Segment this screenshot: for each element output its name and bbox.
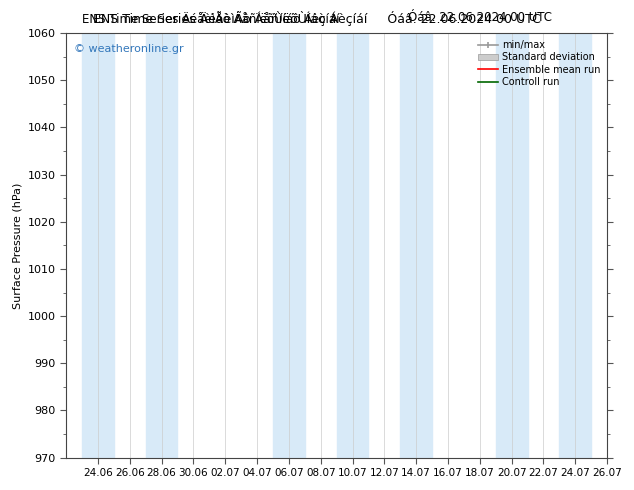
Bar [273,33,305,458]
Text: © weatheronline.gr: © weatheronline.gr [74,44,184,54]
Bar [559,33,592,458]
Text: Óáâ. 22.06.2024 00 UTC: Óáâ. 22.06.2024 00 UTC [408,11,552,24]
Text: ENS Time Series ÄéåèìÃò ÁåñïëõÙíáò Áèçíáí: ENS Time Series ÄéåèìÃò ÁåñïëõÙíáò Áèçíá… [82,11,340,26]
Bar [146,33,178,458]
Y-axis label: Surface Pressure (hPa): Surface Pressure (hPa) [12,182,22,309]
Bar [82,33,114,458]
Bar [337,33,368,458]
Text: ENS Time Series ÄéåèìÃò ÁåñïëõÙíáò Áèçíáí     Óáâ. 22.06.2024 00 UTC: ENS Time Series ÄéåèìÃò ÁåñïëõÙíáò Áèçíá… [93,11,541,26]
Bar [496,33,527,458]
Bar [400,33,432,458]
Legend: min/max, Standard deviation, Ensemble mean run, Controll run: min/max, Standard deviation, Ensemble me… [477,38,602,89]
